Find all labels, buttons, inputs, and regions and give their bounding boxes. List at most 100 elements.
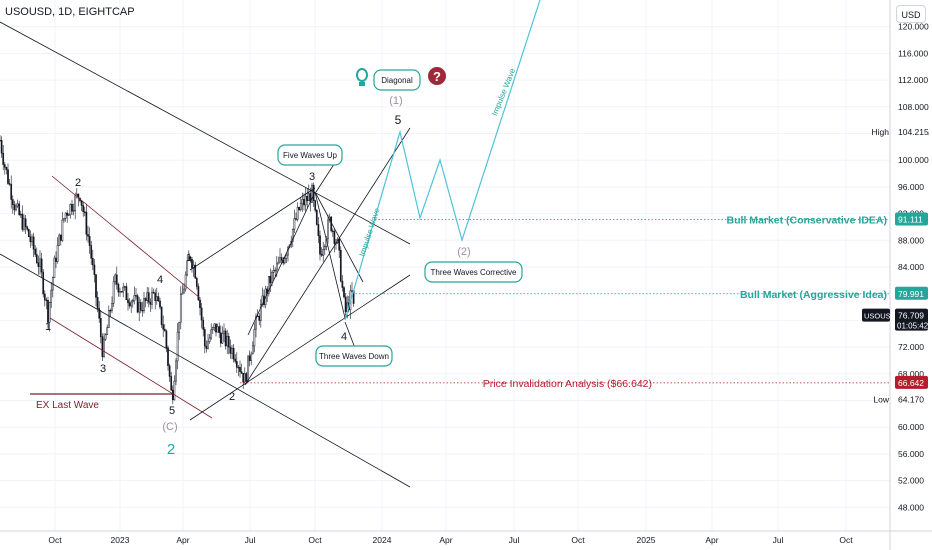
- candle-body: [90, 245, 93, 259]
- y-tick-label: 96.000: [898, 182, 924, 192]
- candle-body: [274, 269, 277, 272]
- candle-body: [147, 292, 150, 303]
- y-tick-label: 88.000: [898, 235, 924, 245]
- candle-body: [219, 332, 222, 344]
- symbol-tag: [862, 308, 890, 322]
- candle-body: [242, 372, 245, 383]
- candle-body: [18, 203, 21, 215]
- candle-body: [168, 365, 171, 377]
- candle-body: [139, 302, 142, 311]
- candle-body: [48, 302, 51, 323]
- candle-body: [133, 295, 136, 302]
- x-tick-label: Oct: [839, 535, 853, 545]
- wave-label: 5: [395, 113, 402, 127]
- candle-body: [63, 218, 65, 221]
- candle-body: [42, 271, 45, 295]
- candle-body: [179, 293, 182, 323]
- candle-body: [163, 328, 166, 332]
- candle-body: [243, 373, 246, 383]
- wave-label: (1): [389, 95, 402, 107]
- channel-line: [189, 274, 411, 421]
- candle-body: [160, 306, 163, 325]
- candle-body: [234, 358, 237, 362]
- candle-body: [275, 263, 278, 271]
- callout-text: Five Waves Up: [283, 151, 337, 160]
- annotation-labels: Bull Market (Conservative IDEA) Bull Mark…: [36, 67, 887, 458]
- wave-label: 1: [45, 321, 51, 333]
- candle-body: [299, 203, 302, 210]
- y-tick-label: 116.000: [898, 48, 928, 58]
- x-tick-label: Jul: [509, 535, 520, 545]
- candle-body: [123, 286, 126, 288]
- candle-body: [255, 315, 257, 330]
- candle-body: [99, 317, 102, 337]
- candle-body: [24, 218, 27, 228]
- ex-last-wave-label: EX Last Wave: [36, 400, 99, 411]
- channel-line: [314, 191, 364, 283]
- price-tag-text: 76.709: [898, 311, 924, 321]
- candle-body: [167, 347, 169, 366]
- price-tag: [895, 375, 928, 389]
- candle-body: [88, 236, 91, 246]
- candle-body: [15, 205, 17, 211]
- lightbulb-base: [359, 82, 365, 86]
- candle-body: [235, 361, 238, 368]
- wave-label: 2: [75, 177, 81, 189]
- y-tick-label: 52.000: [898, 476, 924, 486]
- lightbulb-glass: [356, 68, 368, 82]
- extreme-label: High: [872, 127, 890, 137]
- price-tag-text: 91.111: [898, 215, 923, 225]
- wave-label: (C): [162, 421, 177, 433]
- candle-body: [200, 307, 203, 321]
- candle-body: [53, 257, 56, 278]
- candle-body: [272, 270, 275, 273]
- candle-body: [141, 309, 144, 312]
- candle-body: [175, 360, 177, 382]
- countdown-text: 01:05:42: [897, 322, 929, 331]
- x-tick-label: Apr: [705, 535, 718, 545]
- candle-body: [135, 295, 137, 297]
- channel-line: [49, 317, 213, 419]
- candle-body: [322, 249, 325, 256]
- callout-text: Three Waves Down: [319, 352, 389, 361]
- candle-body: [85, 211, 88, 235]
- candle-body: [71, 203, 73, 212]
- candle-body: [107, 310, 110, 328]
- candle-body: [181, 292, 184, 295]
- price-tag: [895, 392, 928, 406]
- candle-body: [117, 283, 120, 293]
- candle-body: [157, 296, 160, 302]
- callout-box: [424, 261, 523, 283]
- candle-body: [7, 169, 9, 184]
- candle-body: [195, 277, 198, 287]
- candle-body: [56, 245, 59, 262]
- y-tick-label: 60.000: [898, 422, 924, 432]
- x-tick-label: Jul: [245, 535, 256, 545]
- candle-body: [319, 235, 321, 255]
- candle-body: [144, 298, 147, 301]
- three-waves-pointer: [344, 321, 356, 349]
- candle-body: [314, 200, 317, 211]
- candle-body: [331, 230, 334, 232]
- candle-body: [215, 323, 217, 333]
- candle-body: [291, 228, 294, 242]
- candle-body: [115, 274, 118, 285]
- candle-body: [55, 257, 57, 262]
- candle-body: [171, 389, 174, 401]
- candle-body: [114, 274, 117, 283]
- candle-body: [231, 347, 233, 354]
- question-icon: [428, 67, 446, 85]
- candle-body: [91, 258, 94, 266]
- candle-body: [75, 193, 78, 197]
- candle-body: [21, 213, 24, 230]
- x-tick-label: Oct: [308, 535, 322, 545]
- candle-body: [10, 184, 13, 200]
- candle-body: [208, 337, 211, 343]
- candle-body: [125, 286, 128, 301]
- candle-body: [39, 258, 41, 267]
- currency-button[interactable]: USD: [896, 5, 926, 23]
- callout-box: [277, 144, 343, 166]
- candle-body: [226, 336, 229, 347]
- candle-body: [298, 207, 301, 210]
